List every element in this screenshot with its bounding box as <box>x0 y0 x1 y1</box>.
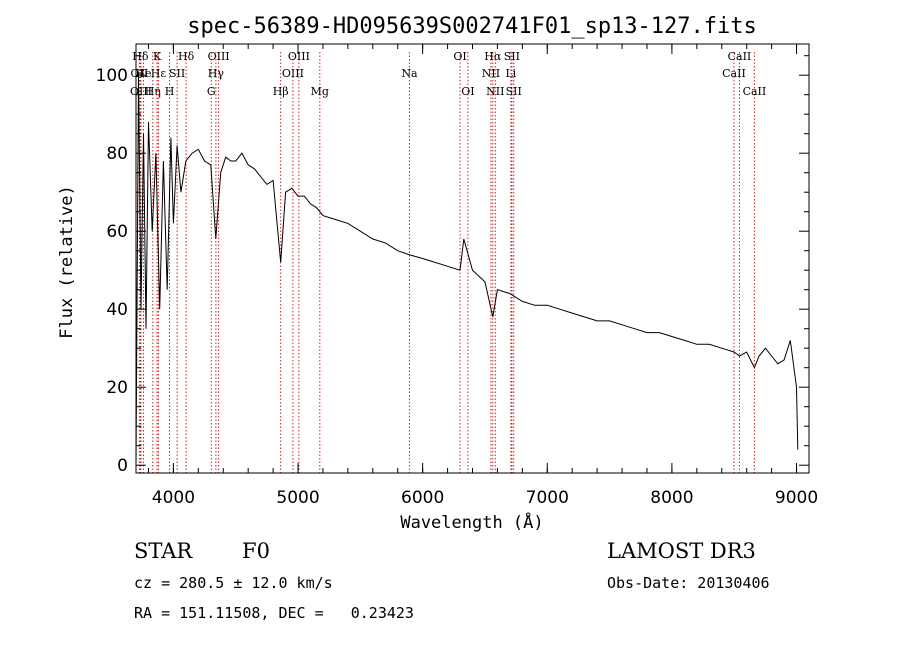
line-label-19: OI <box>461 85 474 98</box>
line-label-20: NII <box>482 67 500 80</box>
line-label-11: Hγ <box>208 67 225 80</box>
x-tick-label-2: 6000 <box>401 488 444 508</box>
ra-dec-coordinates: RA = 151.11508, DEC = 0.23423 <box>134 604 414 622</box>
line-label-13: Hβ <box>273 85 289 98</box>
x-tick-label-4: 8000 <box>650 488 693 508</box>
line-label-4: Hη <box>145 85 161 98</box>
line-label-27: CaII <box>728 50 752 63</box>
redshift-velocity: cz = 280.5 ± 12.0 km/s <box>134 574 333 592</box>
y-axis-ticks: 0 20 40 60 80 100 <box>96 55 809 476</box>
line-label-14: OIII <box>282 67 304 80</box>
emission-line-labels: OII Hδ OIII He Hη K Hε H SII Hδ G Hγ OIII Hβ OIII OIII M… <box>130 50 766 98</box>
y-tick-label-2: 40 <box>106 300 128 320</box>
x-tick-label-1: 5000 <box>276 488 319 508</box>
line-label-28: CaII <box>743 85 767 98</box>
y-tick-label-4: 80 <box>106 144 128 164</box>
line-label-3: He <box>135 67 151 80</box>
line-label-24: Li <box>505 67 516 80</box>
object-class: STAR <box>134 539 193 563</box>
y-tick-label-0: 0 <box>117 456 128 476</box>
line-label-25: SII <box>506 85 522 98</box>
chart-title: spec-56389-HD095639S002741F01_sp13-127.f… <box>187 14 757 39</box>
spectral-subclass: F0 <box>242 539 270 563</box>
x-tick-label-0: 4000 <box>152 488 195 508</box>
emission-line-markers <box>138 52 755 473</box>
line-label-21: Hα <box>484 50 502 63</box>
line-label-18: OI <box>453 50 466 63</box>
line-label-26: CaII <box>722 67 746 80</box>
x-tick-label-3: 7000 <box>526 488 569 508</box>
line-label-6: Hε <box>151 67 167 80</box>
survey-name: LAMOST DR3 <box>607 539 756 563</box>
plot-frame <box>135 43 810 474</box>
line-label-22: NII <box>486 85 504 98</box>
y-tick-label-5: 100 <box>96 66 128 86</box>
y-tick-label-3: 60 <box>106 222 128 242</box>
line-label-12: OIII <box>208 50 230 63</box>
line-label-9: Hδ <box>178 50 195 63</box>
line-label-10: G <box>207 85 216 98</box>
line-label-0: OII <box>131 67 149 80</box>
line-label-17: Na <box>401 67 418 80</box>
x-axis-label: Wavelength (Å) <box>400 511 543 533</box>
line-label-1: Hδ <box>132 50 149 63</box>
line-label-7: H <box>165 85 175 98</box>
observation-date: Obs-Date: 20130406 <box>607 574 770 592</box>
line-label-23: SII <box>504 50 520 63</box>
line-label-8: SII <box>169 67 185 80</box>
x-tick-label-5: 9000 <box>775 488 818 508</box>
line-label-16: Mg <box>311 85 329 98</box>
line-label-5: K <box>153 50 162 63</box>
spectrum-line <box>135 75 799 466</box>
y-tick-label-1: 20 <box>106 378 128 398</box>
line-label-2: OIII <box>130 85 152 98</box>
x-axis-ticks: 4000 5000 6000 7000 8000 9000 <box>147 44 818 508</box>
y-axis-label: Flux (relative) <box>57 185 77 339</box>
line-label-15: OIII <box>288 50 310 63</box>
